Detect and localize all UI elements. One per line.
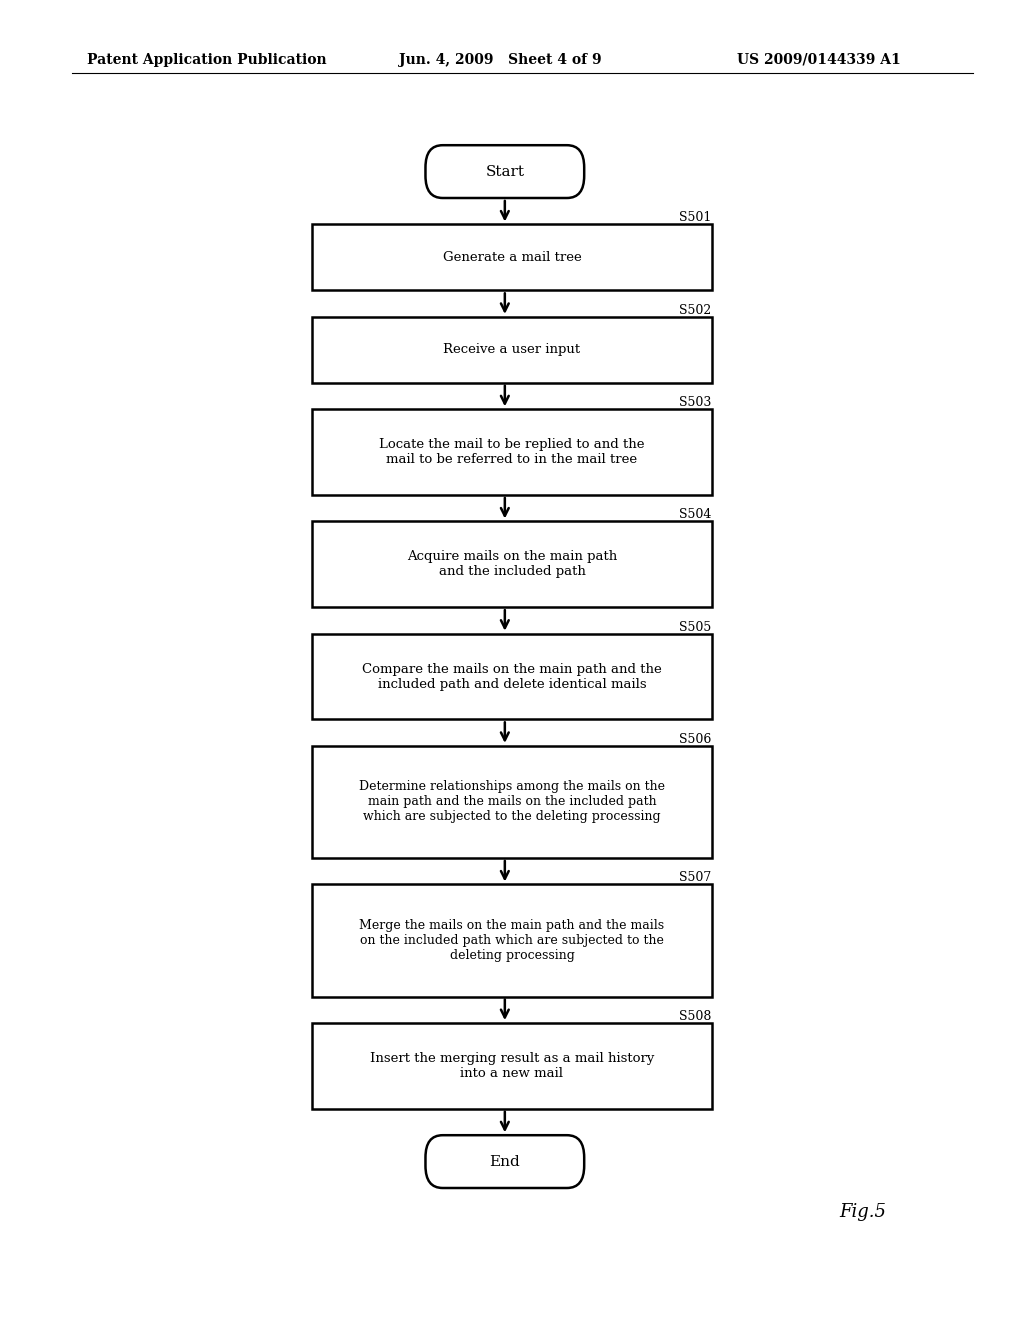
Text: Determine relationships among the mails on the
main path and the mails on the in: Determine relationships among the mails … — [359, 780, 665, 824]
Bar — [312, 884, 712, 997]
Bar — [312, 521, 712, 607]
Bar — [312, 746, 712, 858]
Text: Fig.5: Fig.5 — [840, 1203, 887, 1221]
Text: Compare the mails on the main path and the
included path and delete identical ma: Compare the mails on the main path and t… — [362, 663, 662, 690]
Text: Patent Application Publication: Patent Application Publication — [87, 53, 327, 67]
FancyBboxPatch shape — [426, 145, 584, 198]
Bar — [312, 224, 712, 290]
Text: Receive a user input: Receive a user input — [443, 343, 581, 356]
Text: S501: S501 — [679, 211, 712, 224]
Text: Acquire mails on the main path
and the included path: Acquire mails on the main path and the i… — [407, 550, 617, 578]
Bar — [312, 634, 712, 719]
Bar — [312, 1023, 712, 1109]
Text: Jun. 4, 2009   Sheet 4 of 9: Jun. 4, 2009 Sheet 4 of 9 — [399, 53, 602, 67]
Text: End: End — [489, 1155, 520, 1168]
Text: Locate the mail to be replied to and the
mail to be referred to in the mail tree: Locate the mail to be replied to and the… — [379, 438, 645, 466]
Text: S506: S506 — [679, 733, 712, 746]
Text: US 2009/0144339 A1: US 2009/0144339 A1 — [737, 53, 901, 67]
FancyBboxPatch shape — [426, 1135, 584, 1188]
Text: S504: S504 — [679, 508, 712, 521]
Text: Start: Start — [485, 165, 524, 178]
Text: Generate a mail tree: Generate a mail tree — [442, 251, 582, 264]
Text: S505: S505 — [680, 620, 712, 634]
Text: S507: S507 — [680, 871, 712, 884]
Text: Merge the mails on the main path and the mails
on the included path which are su: Merge the mails on the main path and the… — [359, 919, 665, 962]
Text: Insert the merging result as a mail history
into a new mail: Insert the merging result as a mail hist… — [370, 1052, 654, 1080]
Text: S503: S503 — [679, 396, 712, 409]
Bar — [312, 317, 712, 383]
Text: S502: S502 — [680, 304, 712, 317]
Text: S508: S508 — [679, 1010, 712, 1023]
Bar — [312, 409, 712, 495]
